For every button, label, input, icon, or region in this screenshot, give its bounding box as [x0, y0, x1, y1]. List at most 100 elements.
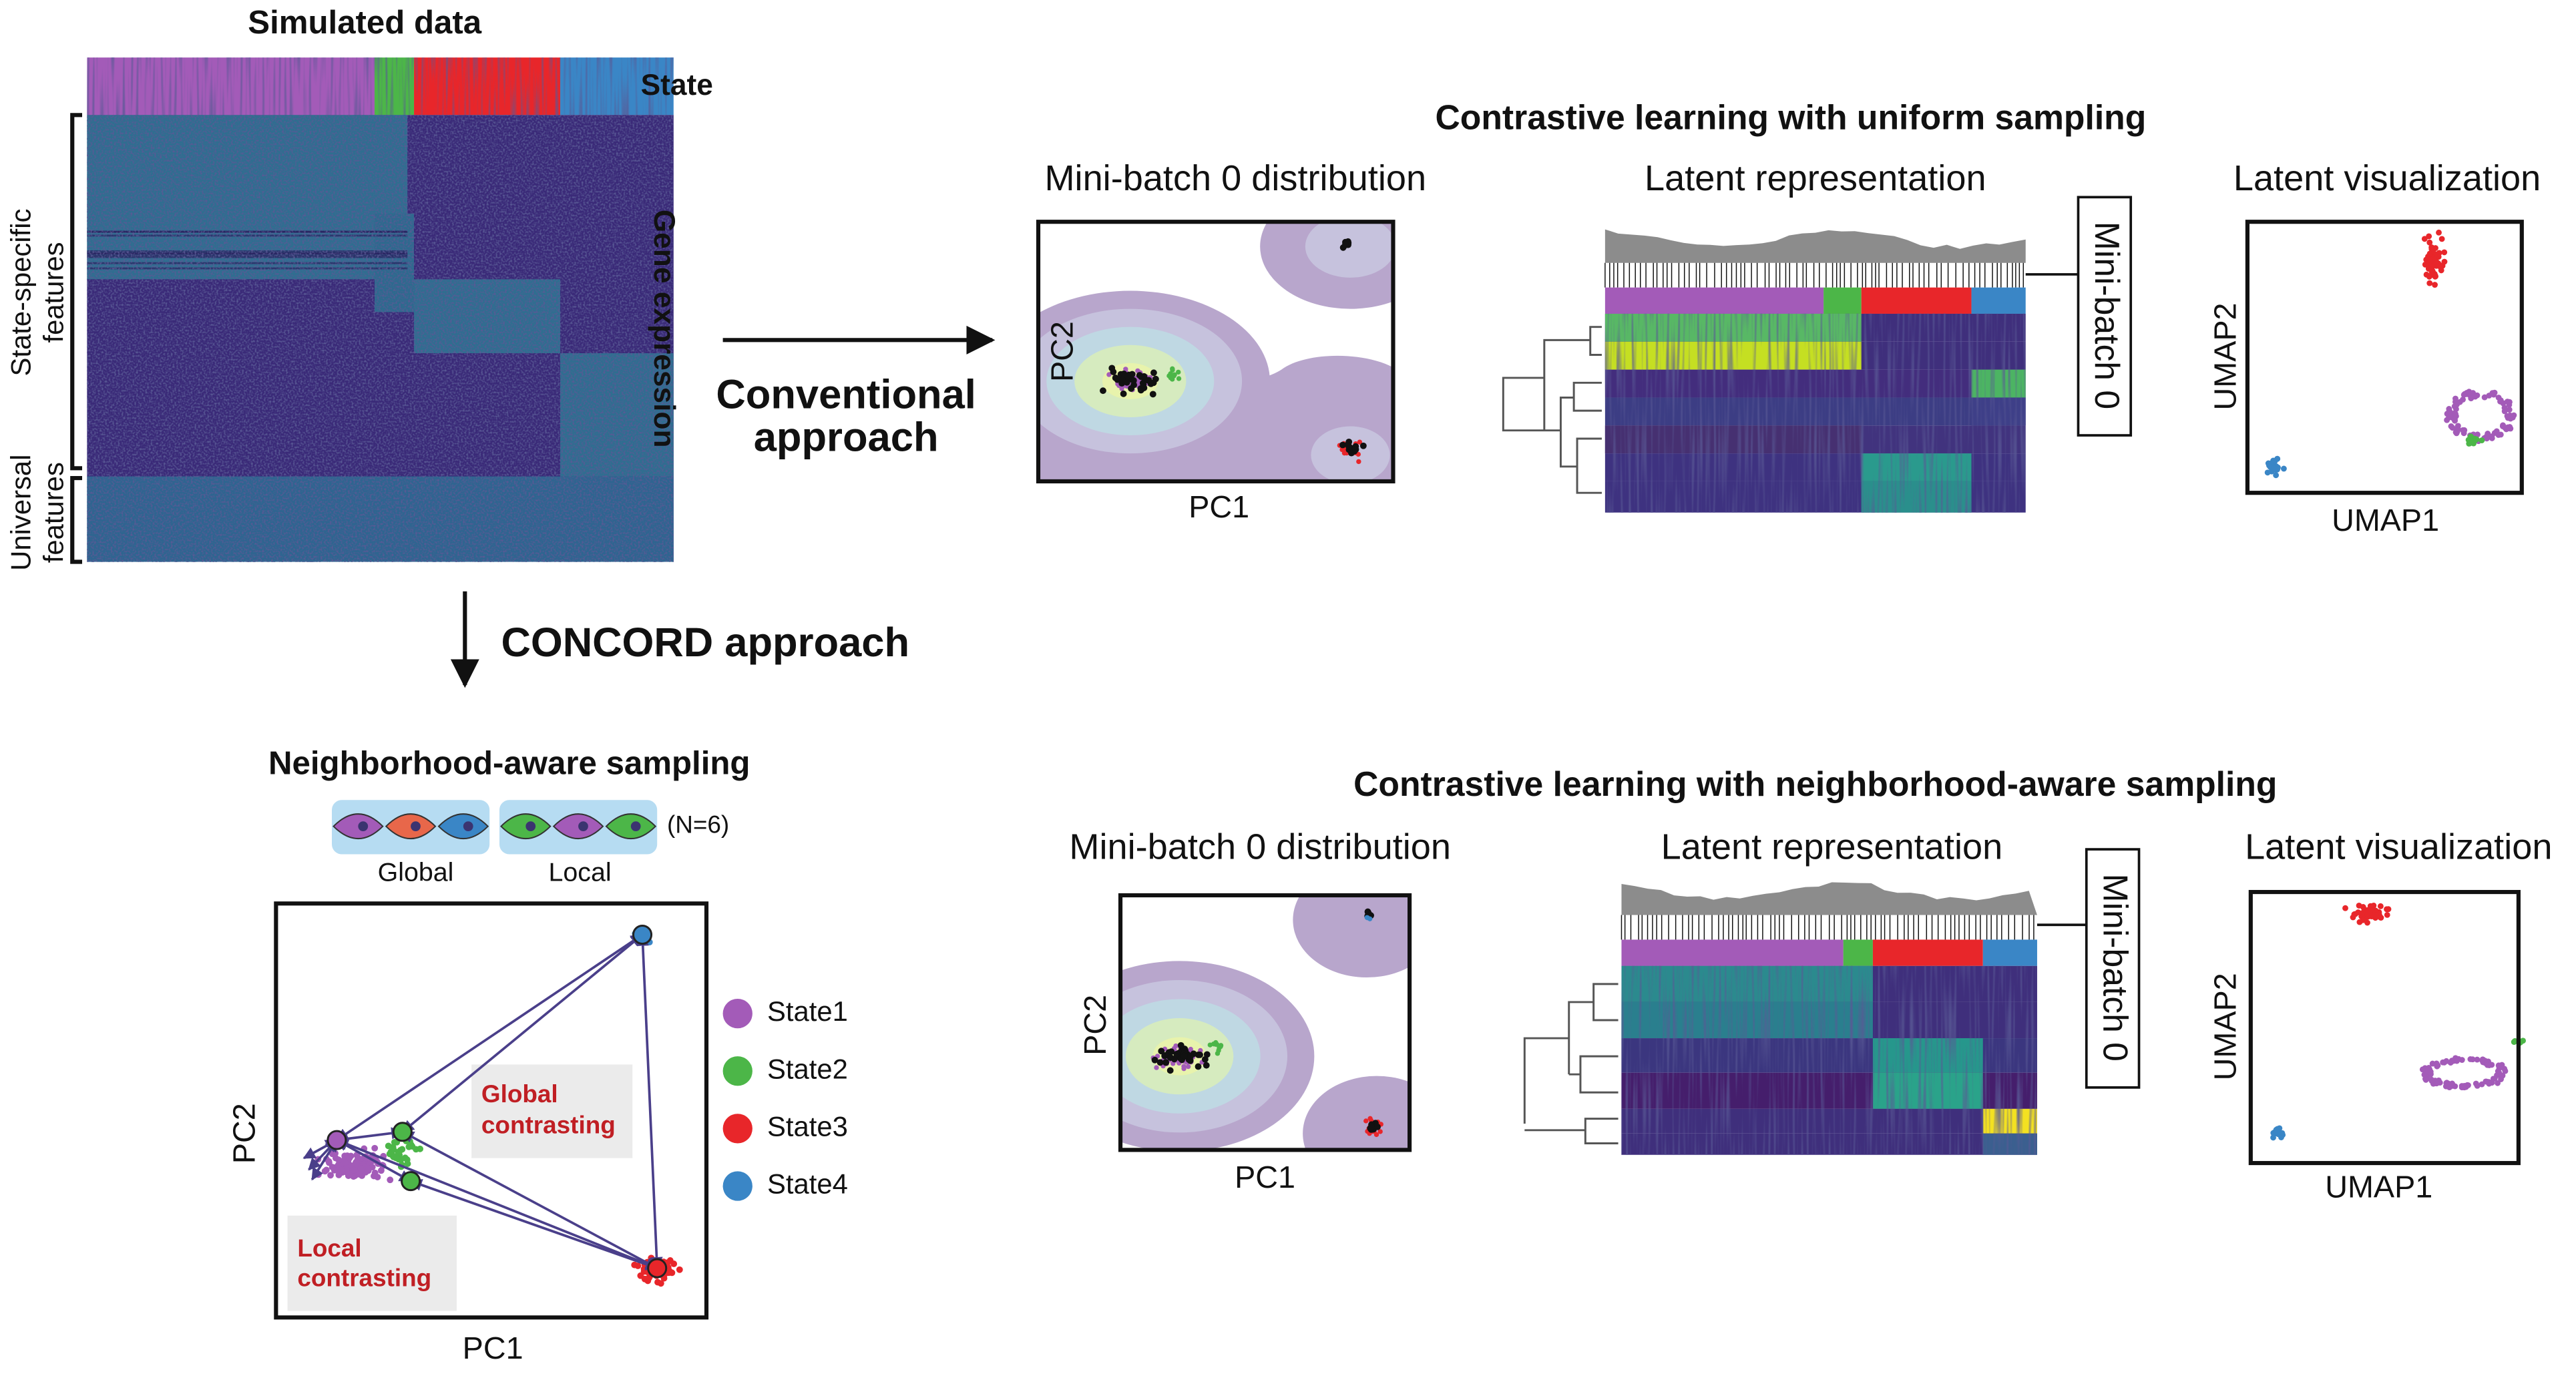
point — [325, 1159, 333, 1166]
universal-label: Universal features — [5, 455, 69, 571]
approach-label: approach — [754, 415, 939, 461]
plot-frame — [2245, 220, 2524, 495]
point — [2474, 1082, 2481, 1089]
point — [1149, 391, 1156, 398]
point — [1181, 1064, 1187, 1069]
point — [2443, 1058, 2450, 1064]
point — [2422, 1076, 2429, 1083]
point — [2472, 393, 2479, 400]
point — [1151, 1056, 1158, 1064]
point — [2466, 440, 2473, 447]
nucleus — [411, 821, 421, 832]
point — [1140, 381, 1147, 389]
approach-label: CONCORD approach — [501, 620, 909, 666]
point — [2448, 1058, 2455, 1064]
point — [2342, 905, 2348, 911]
point — [1176, 369, 1181, 375]
point — [1356, 459, 1361, 465]
point — [1154, 1065, 1159, 1070]
point — [1106, 372, 1112, 377]
section-title: Contrastive learning with neighborhood-a… — [1353, 764, 2277, 803]
noise — [87, 115, 674, 562]
point — [331, 1166, 338, 1174]
axis-label: PC1 — [463, 1331, 523, 1365]
group-label: Local — [548, 857, 611, 887]
point — [2475, 431, 2481, 438]
point — [2460, 397, 2466, 403]
legend-label: State2 — [767, 1053, 848, 1084]
axis-label: PC2 — [1045, 321, 1080, 382]
point — [2421, 236, 2428, 242]
dendrogram — [1523, 983, 1619, 1144]
point — [2350, 914, 2356, 921]
point — [1166, 373, 1172, 379]
approach-label: Conventional — [716, 372, 976, 418]
sampled-cell — [401, 1171, 421, 1192]
point — [1123, 379, 1130, 386]
point — [1177, 1042, 1185, 1049]
point — [1171, 373, 1176, 379]
point — [2485, 433, 2491, 439]
point — [1195, 1063, 1202, 1070]
state-segment — [1823, 287, 1862, 314]
axis-label: UMAP1 — [2325, 1170, 2432, 1204]
point — [1170, 366, 1175, 372]
point — [1373, 1132, 1379, 1138]
point — [2454, 429, 2460, 435]
distribution-plot — [1120, 895, 1410, 1150]
point — [2264, 469, 2271, 476]
point — [2506, 407, 2513, 413]
batch-label: Mini-batch 0 — [2088, 222, 2127, 409]
label-line: features — [38, 242, 69, 342]
point — [2265, 460, 2272, 467]
point — [1156, 1059, 1164, 1066]
point — [1135, 380, 1141, 385]
axis-label: PC1 — [1235, 1160, 1295, 1194]
point — [385, 1142, 392, 1150]
noise — [87, 57, 674, 116]
point — [374, 1174, 381, 1180]
point — [2452, 417, 2458, 424]
point — [338, 1166, 345, 1174]
axis-label: PC2 — [226, 1103, 261, 1164]
point — [2505, 424, 2511, 431]
point — [2452, 411, 2458, 417]
point — [2360, 917, 2366, 923]
legend-label: State4 — [767, 1168, 848, 1200]
point — [2458, 1057, 2465, 1063]
point — [2428, 244, 2435, 250]
point — [2446, 409, 2453, 415]
point — [1162, 1059, 1169, 1066]
point — [1377, 1129, 1383, 1134]
nucleus — [525, 821, 536, 832]
panel-title: Latent visualization — [2233, 158, 2541, 198]
point — [1203, 1051, 1211, 1058]
point — [2426, 1065, 2432, 1071]
point — [2384, 911, 2390, 918]
contour — [1305, 222, 1393, 278]
panel-title: Latent representation — [1645, 158, 1986, 198]
noise — [1621, 965, 2037, 1155]
axis-label: UMAP1 — [2332, 503, 2439, 537]
point — [371, 1144, 379, 1152]
state-segment — [1621, 939, 1844, 966]
point — [2275, 464, 2281, 471]
point — [2498, 1063, 2505, 1069]
point — [2426, 250, 2433, 257]
point — [2384, 906, 2390, 913]
contrast-arrow — [401, 933, 644, 1133]
state-segment — [1861, 287, 1972, 314]
panel-title: Latent representation — [1661, 827, 2003, 867]
point — [2489, 390, 2496, 397]
point — [1363, 1118, 1369, 1124]
plot-frame — [2248, 889, 2521, 1166]
point — [2497, 399, 2503, 405]
contour — [1303, 1076, 1410, 1150]
point — [2428, 1078, 2435, 1084]
point — [417, 1145, 424, 1152]
batch-label: Mini-batch 0 — [2097, 874, 2135, 1062]
point — [1168, 1048, 1175, 1056]
point — [657, 1280, 664, 1287]
noise — [1604, 313, 2026, 513]
point — [2500, 422, 2506, 429]
